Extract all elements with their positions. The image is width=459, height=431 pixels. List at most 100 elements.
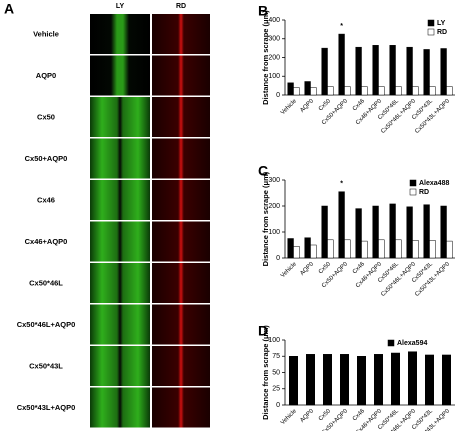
- bar: [440, 48, 447, 96]
- y-tick-label: 100: [268, 73, 280, 80]
- y-tick-label: 200: [268, 203, 280, 210]
- bar: [372, 45, 379, 96]
- bar: [429, 240, 436, 259]
- bar: [423, 204, 430, 259]
- legend-label: Alexa594: [397, 340, 427, 347]
- x-tick-label: Cx46: [352, 261, 367, 276]
- ly-image: [90, 221, 150, 262]
- bar: [321, 47, 328, 96]
- y-tick-label: 75: [272, 353, 280, 360]
- bar: [327, 86, 334, 96]
- y-tick-label: 300: [268, 36, 280, 43]
- bar: [338, 33, 345, 96]
- y-axis-label: Distance from scrape (μm): [261, 171, 270, 266]
- panel-label: A: [4, 1, 14, 17]
- row-label: Cx46: [37, 196, 55, 205]
- bar: [440, 205, 447, 259]
- ly-image: [90, 346, 150, 386]
- x-tick-label: Cx46: [352, 98, 367, 113]
- rd-image: [152, 346, 210, 386]
- legend-label: RD: [419, 189, 429, 196]
- bar: [372, 205, 379, 259]
- annotation: *: [340, 23, 343, 30]
- bar: [446, 240, 453, 259]
- rd-image: [152, 138, 210, 179]
- bar: [378, 239, 385, 259]
- bar: [425, 354, 434, 406]
- x-tick-label: Vehicle: [280, 408, 298, 426]
- y-axis-label: Distance from scrape (μm): [261, 10, 270, 105]
- y-tick-label: 100: [268, 337, 280, 344]
- bar: [355, 46, 362, 96]
- ly-image: [90, 263, 150, 303]
- column-header: RD: [176, 3, 186, 10]
- bar: [378, 86, 385, 96]
- bar: [442, 354, 451, 406]
- row-label: Vehicle: [33, 30, 59, 39]
- x-tick-label: Cx50: [318, 261, 333, 276]
- column-header: LY: [116, 3, 125, 10]
- bar: [310, 87, 317, 96]
- panel-label: C: [258, 163, 268, 179]
- bar: [355, 208, 362, 259]
- legend-label: Alexa488: [419, 180, 449, 187]
- rd-image: [152, 55, 210, 96]
- y-tick-label: 100: [268, 229, 280, 236]
- y-tick-label: 25: [272, 386, 280, 393]
- legend-swatch: [387, 339, 395, 347]
- bar: [361, 240, 368, 259]
- bar: [340, 354, 349, 406]
- ly-image: [90, 304, 150, 345]
- bar: [357, 356, 366, 406]
- annotation: *: [340, 181, 343, 188]
- bar: [395, 86, 402, 96]
- bar: [304, 237, 311, 259]
- row-label: Cx50*43L+AQP0: [17, 403, 76, 412]
- bar: [429, 86, 436, 96]
- bar: [327, 239, 334, 259]
- rd-image: [152, 180, 210, 220]
- x-tick-label: Vehicle: [280, 261, 298, 279]
- bar: [344, 239, 351, 259]
- bar: [289, 356, 298, 406]
- x-tick-label: AQP0: [299, 98, 315, 114]
- ly-image: [90, 387, 150, 428]
- legend-swatch: [409, 188, 417, 196]
- row-label: Cx46+AQP0: [25, 237, 68, 246]
- bar: [293, 87, 300, 96]
- ly-image: [90, 138, 150, 179]
- row-label: Cx50: [37, 113, 55, 122]
- ly-image: [90, 14, 150, 54]
- row-label: Cx50*46L: [29, 279, 63, 288]
- row-label: AQP0: [36, 71, 56, 80]
- bar: [395, 239, 402, 259]
- bar: [408, 351, 417, 406]
- bar: [389, 45, 396, 96]
- x-tick-label: Cx50: [318, 98, 333, 113]
- y-axis-label: Distance from scrape (μm): [261, 325, 270, 420]
- bar: [412, 86, 419, 96]
- y-tick-label: 0: [276, 402, 280, 409]
- x-tick-label: Cx46: [352, 408, 367, 423]
- bar: [287, 82, 294, 96]
- bar: [321, 205, 328, 259]
- bar: [310, 244, 317, 259]
- legend-swatch: [427, 19, 435, 27]
- bar: [389, 203, 396, 259]
- y-tick-label: 50: [272, 369, 280, 376]
- bar: [406, 206, 413, 259]
- bar: [412, 240, 419, 259]
- bar: [293, 246, 300, 259]
- bar: [338, 191, 345, 259]
- row-label: Cx50+AQP0: [25, 154, 68, 163]
- rd-image: [152, 263, 210, 303]
- y-tick-label: 200: [268, 54, 280, 61]
- ly-image: [90, 97, 150, 137]
- bar: [361, 86, 368, 96]
- bar: [287, 238, 294, 259]
- rd-image: [152, 387, 210, 428]
- ly-image: [90, 180, 150, 220]
- bar: [423, 49, 430, 96]
- legend-label: RD: [437, 29, 447, 36]
